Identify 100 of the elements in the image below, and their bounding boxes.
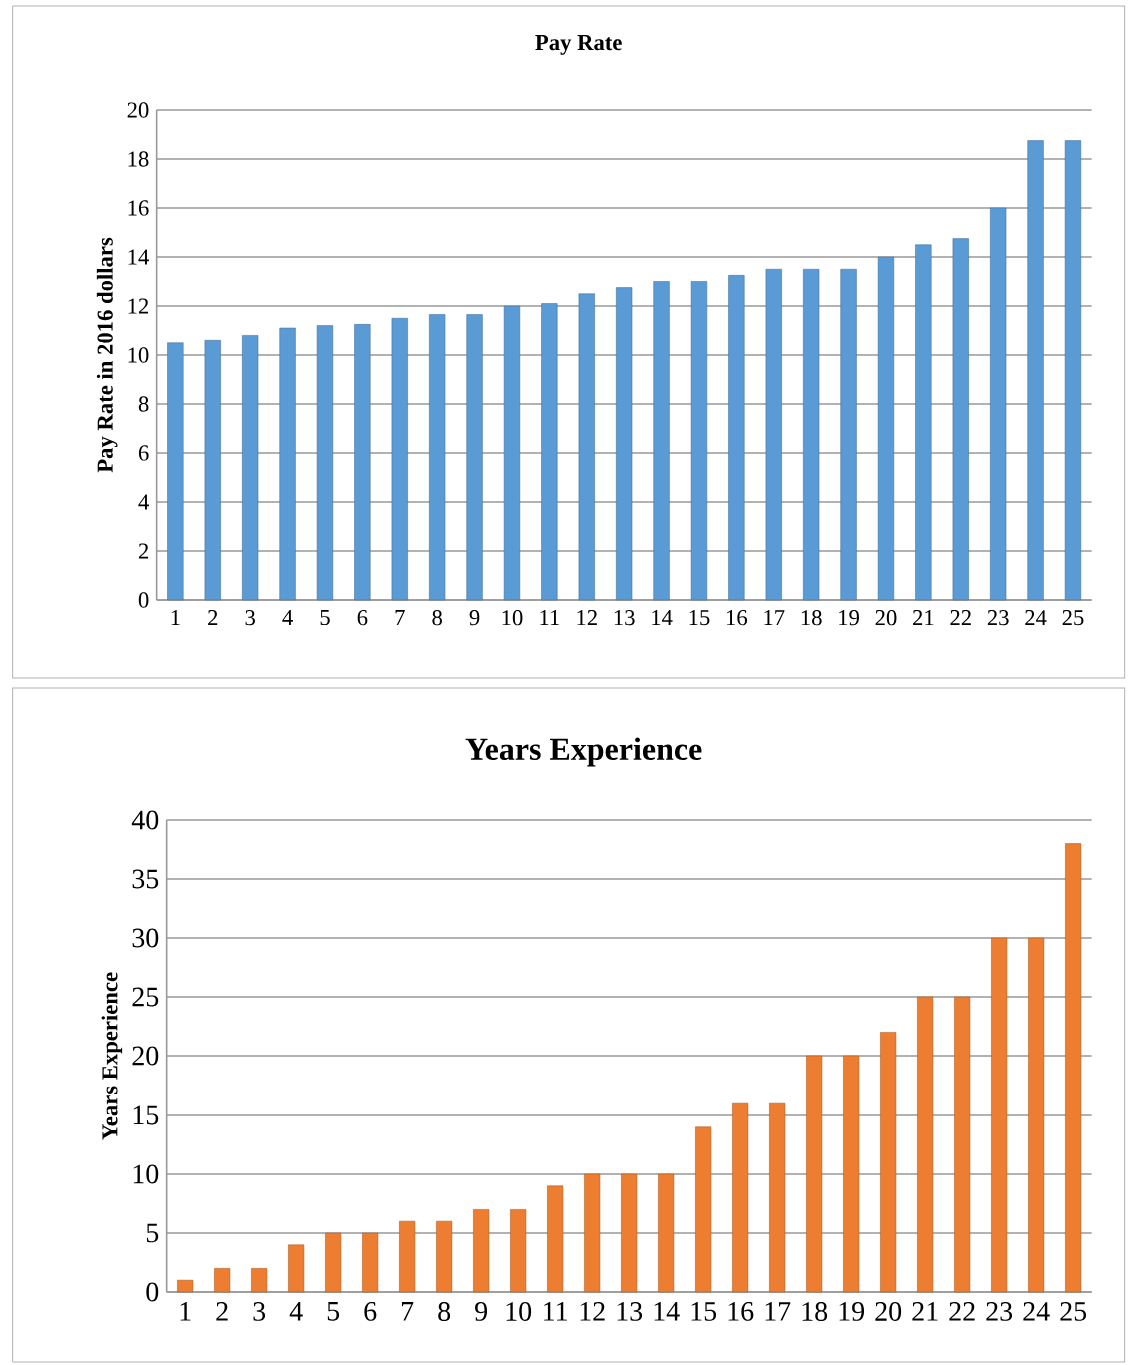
chart-title: Pay Rate [535,35,622,55]
y-tick-label: 20 [127,102,149,118]
x-tick-label: 3 [253,1302,266,1321]
x-tick-label: 22 [949,1302,975,1321]
x-tick-label: 24 [1023,1302,1050,1321]
x-tick-label: 1 [171,610,180,625]
y-tick-label: 20 [132,1046,159,1066]
x-tick-label: 15 [691,1302,717,1321]
x-tick-label: 12 [577,610,598,626]
x-tick-label: 25 [1060,1302,1087,1321]
y-tick-label: 0 [138,592,149,608]
bar [473,1209,490,1293]
bar [843,1055,860,1293]
x-tick-label: 10 [506,1302,532,1321]
y-tick-label: 6 [139,445,149,461]
x-tick-label: 2 [208,610,218,626]
bar [806,1055,823,1293]
bar [547,1185,564,1293]
bar [466,314,483,601]
y-tick-label: 2 [139,543,149,559]
bar [504,305,521,601]
y-tick-label: 16 [128,200,149,216]
bar [991,937,1008,1293]
x-tick-label: 4 [282,610,294,625]
x-tick-label: 17 [764,610,785,625]
x-tick-label: 12 [580,1302,605,1321]
x-tick-label: 10 [502,610,523,626]
bar [167,342,184,601]
x-tick-label: 8 [432,610,443,626]
bar [616,287,633,601]
bar [658,1173,675,1293]
y-tick-label: 14 [128,249,150,265]
bar [242,335,259,601]
x-tick-label: 16 [727,610,748,626]
bar [288,1244,305,1293]
x-tick-label: 18 [801,610,822,626]
y-tick-label: 5 [147,1223,159,1243]
x-tick-label: 6 [364,1302,377,1321]
y-tick-label: 10 [128,347,149,363]
y-tick-label: 35 [132,869,159,889]
x-tick-label: 4 [289,1302,303,1321]
bar [584,1173,601,1293]
bar [429,314,446,601]
x-tick-label: 23 [986,1302,1013,1321]
bar [354,324,371,601]
x-tick-label: 16 [728,1302,754,1321]
bar [917,996,934,1293]
x-tick-label: 2 [216,1302,228,1321]
bar [325,1232,342,1293]
x-tick-label: 21 [913,610,934,626]
x-tick-label: 22 [950,610,972,626]
x-tick-label: 1 [180,1302,191,1321]
bar [1065,843,1082,1293]
bar [510,1209,527,1293]
x-tick-label: 7 [402,1302,414,1321]
bar [578,293,596,601]
bar [728,275,745,601]
bar [204,340,222,601]
y-tick-label: 8 [138,396,149,412]
y-tick-label: 0 [146,1282,159,1302]
bar [1028,937,1045,1293]
bar [1065,140,1082,601]
bar [362,1232,379,1293]
x-tick-label: 11 [540,610,560,625]
x-tick-label: 23 [988,610,1009,626]
y-tick-label: 25 [132,987,159,1007]
x-tick-label: 5 [320,610,330,626]
chart-title: Years Experience [465,737,702,767]
y-tick-label: 4 [138,494,150,510]
bar [803,268,820,601]
x-tick-label: 19 [839,610,860,626]
x-tick-label: 25 [1062,610,1084,626]
y-axis-title: Years Experience [101,972,123,1140]
bar [399,1220,416,1293]
bar [915,244,932,601]
bar [317,325,334,601]
x-tick-label: 18 [802,1302,828,1321]
bar [177,1279,194,1293]
bar [990,207,1007,601]
bar [695,1126,712,1293]
bar [840,268,857,601]
bar [436,1220,453,1293]
x-tick-label: 8 [438,1302,451,1321]
bar [279,327,296,601]
bar [391,317,409,601]
x-tick-label: 11 [544,1302,568,1321]
x-tick-label: 5 [327,1302,340,1321]
bar [251,1268,268,1293]
y-tick-label: 15 [133,1105,159,1125]
bar [1027,140,1044,601]
x-tick-label: 7 [395,610,405,625]
x-tick-label: 13 [617,1302,643,1321]
bar [214,1268,231,1293]
x-tick-label: 24 [1025,610,1047,626]
x-tick-label: 20 [875,1302,902,1321]
x-tick-label: 15 [689,610,710,626]
bar [765,268,783,601]
bar [691,281,708,601]
x-tick-label: 9 [475,1302,488,1321]
x-tick-label: 14 [652,610,673,625]
